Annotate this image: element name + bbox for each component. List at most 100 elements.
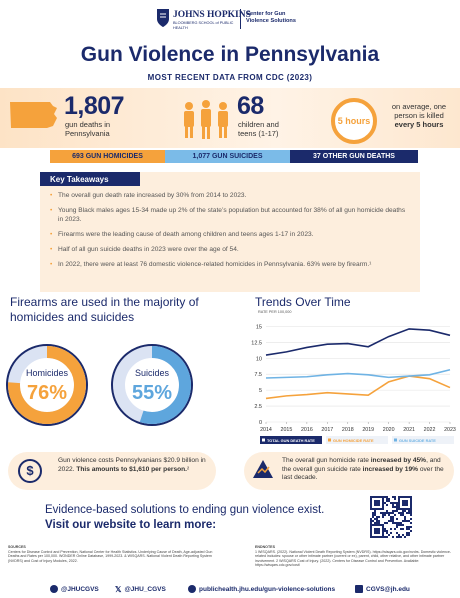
- y-tick-label: 5: [259, 388, 262, 394]
- takeaway-item: In 2022, there were at least 76 domestic…: [50, 260, 410, 269]
- legend-chip: [394, 438, 397, 442]
- cost-bold: This amounts to $1,610 per person.: [76, 465, 188, 473]
- clock-icon: 5 hours: [331, 98, 377, 144]
- qr-module: [378, 532, 380, 534]
- qr-module: [392, 502, 394, 504]
- qr-module: [396, 502, 398, 504]
- x-tick-label: 2022: [424, 427, 436, 433]
- qr-module: [404, 536, 406, 538]
- clock-caption-text: on average, one person is killed: [391, 102, 447, 120]
- qr-module: [394, 498, 396, 500]
- qr-module: [380, 536, 382, 538]
- clock-text: 5 hours: [337, 116, 371, 126]
- web-icon: [188, 585, 196, 593]
- qr-module: [410, 498, 412, 500]
- qr-module: [402, 508, 404, 510]
- qr-module: [378, 520, 380, 522]
- qr-module: [378, 530, 380, 532]
- takeaways-title: Key Takeaways: [40, 172, 140, 186]
- qr-module: [394, 514, 396, 516]
- website[interactable]: publichealth.jhu.edu/gun-violence-soluti…: [188, 585, 335, 593]
- website-url[interactable]: publichealth.jhu.edu/gun-violence-soluti…: [199, 585, 336, 593]
- donut-segment: [8, 346, 86, 424]
- qr-module: [398, 524, 400, 526]
- qr-module: [376, 502, 378, 504]
- qr-module: [402, 496, 404, 498]
- y-tick-label: 2.5: [254, 404, 262, 410]
- qr-module: [370, 526, 372, 528]
- qr-module: [406, 532, 408, 534]
- cta-line2[interactable]: Visit our website to learn more:: [45, 519, 217, 531]
- people-icon: [184, 100, 228, 139]
- qr-module: [390, 512, 392, 514]
- donut-value: 55%: [132, 382, 172, 404]
- qr-module: [376, 522, 378, 524]
- qr-module: [374, 504, 376, 506]
- qr-module: [410, 512, 412, 514]
- facebook[interactable]: @JHUCGVS: [50, 585, 99, 593]
- qr-module: [372, 508, 374, 510]
- y-tick-label: 0: [259, 420, 262, 426]
- qr-module: [382, 536, 384, 538]
- qr-module: [372, 516, 374, 518]
- legend-swatch: [392, 436, 454, 444]
- qr-module: [406, 508, 408, 510]
- legend-label: GUN HOMICIDE RATE: [333, 438, 374, 443]
- clock-caption: on average, one person is killed every 5…: [384, 102, 454, 129]
- qr-module: [404, 516, 406, 518]
- qr-module: [410, 522, 412, 524]
- qr-module: [382, 534, 384, 536]
- qr-module: [410, 506, 412, 508]
- x-tick-label: 2016: [301, 427, 313, 433]
- qr-module: [404, 508, 406, 510]
- y-tick-label: 15: [256, 324, 262, 330]
- qr-module: [402, 514, 404, 516]
- qr-module: [396, 510, 398, 512]
- qr-module: [408, 508, 410, 510]
- facebook-handle[interactable]: @JHUCGVS: [61, 585, 99, 593]
- sources-text: Centers for Disease Control and Preventi…: [8, 549, 213, 563]
- x-tick-label: 2020: [383, 427, 395, 433]
- cost-callout: [8, 452, 216, 490]
- donut-value: 76%: [27, 382, 67, 404]
- legend-chip: [262, 438, 265, 442]
- qr-module: [382, 502, 384, 504]
- qr-module: [386, 532, 388, 534]
- trends-title: Trends Over Time: [255, 295, 351, 309]
- qr-module: [374, 532, 376, 534]
- qr-module: [378, 504, 380, 506]
- qr-module: [370, 506, 372, 508]
- dollar-icon: $: [18, 459, 42, 483]
- qr-module: [372, 520, 374, 522]
- qr-module: [370, 528, 372, 530]
- qr-module: [392, 496, 394, 498]
- x-handle[interactable]: @JHU_CGVS: [124, 586, 166, 593]
- qr-module: [382, 526, 384, 528]
- homicide-bar: 693 GUN HOMICIDES: [50, 150, 165, 163]
- x-account[interactable]: 𝕏 @JHU_CGVS: [115, 585, 166, 594]
- qr-module: [376, 516, 378, 518]
- trend-b1: increased by 45%: [370, 457, 427, 464]
- qr-module: [388, 512, 390, 514]
- qr-module: [382, 512, 384, 514]
- email-address[interactable]: CGVS@jh.edu: [366, 585, 410, 593]
- qr-module: [394, 502, 396, 504]
- qr-module: [402, 512, 404, 514]
- email[interactable]: CGVS@jh.edu: [355, 585, 410, 593]
- qr-module: [386, 500, 388, 502]
- takeaway-item: Firearms were the leading cause of death…: [50, 230, 410, 239]
- facebook-icon: [50, 585, 58, 593]
- takeaways-list: The overall gun death rate increased by …: [50, 191, 410, 275]
- qr-module: [396, 536, 398, 538]
- qr-module: [376, 504, 378, 506]
- qr-module: [388, 514, 390, 516]
- qr-module: [404, 518, 406, 520]
- endnotes: ENDNOTES 1 WISQARS. (2022). National Viol…: [255, 545, 453, 568]
- qr-module: [392, 518, 394, 520]
- qr-code[interactable]: [368, 494, 414, 540]
- qr-module: [400, 508, 402, 510]
- qr-module: [390, 532, 392, 534]
- legend-label: TOTAL GUN DEATH RATE: [267, 438, 315, 443]
- trend-b2: increased by 19%: [362, 465, 418, 473]
- qr-module: [406, 502, 408, 504]
